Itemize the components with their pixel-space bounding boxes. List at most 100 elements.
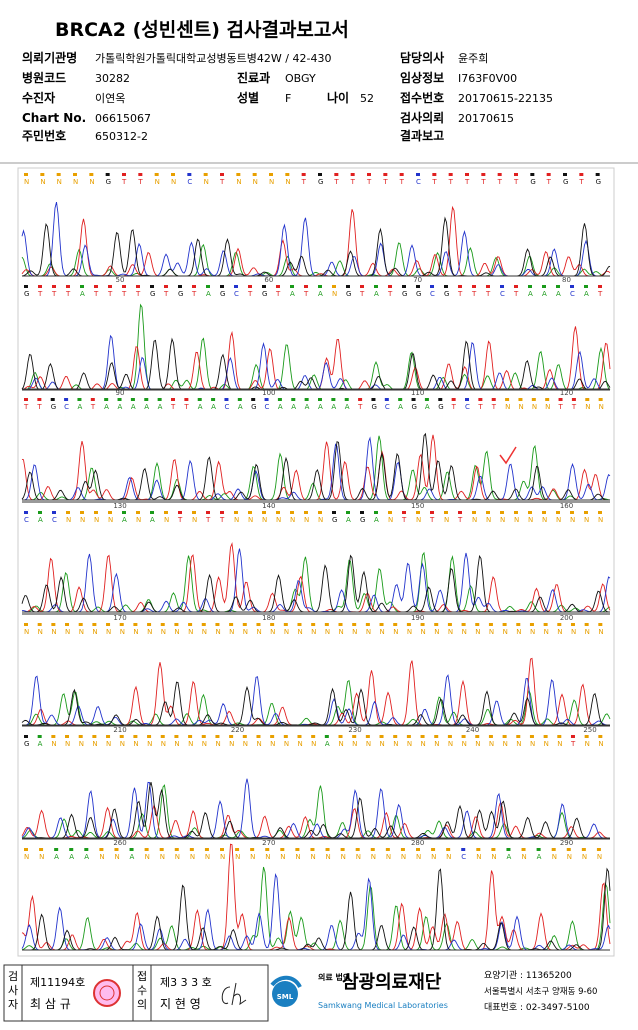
quality-bar bbox=[598, 398, 603, 401]
position-label: 220 bbox=[231, 726, 244, 734]
quality-bar bbox=[374, 285, 378, 288]
base: N bbox=[188, 628, 193, 636]
base: A bbox=[69, 853, 74, 861]
quality-bar bbox=[458, 511, 462, 514]
base: A bbox=[506, 853, 511, 861]
base: N bbox=[188, 740, 193, 748]
base: T bbox=[513, 178, 519, 186]
quality-bar bbox=[542, 285, 546, 288]
base: N bbox=[505, 403, 510, 411]
field-value: 650312-2 bbox=[95, 130, 148, 143]
quality-bar bbox=[545, 398, 550, 401]
base: G bbox=[412, 403, 417, 411]
base: N bbox=[366, 628, 371, 636]
base: G bbox=[438, 403, 443, 411]
quality-bar bbox=[542, 511, 546, 514]
quality-bar bbox=[310, 848, 315, 851]
quality-bar bbox=[90, 398, 95, 401]
quality-bar bbox=[571, 398, 576, 401]
quality-bar bbox=[220, 285, 224, 288]
quality-bar bbox=[420, 623, 425, 626]
base: C bbox=[24, 516, 29, 524]
quality-bar bbox=[52, 511, 56, 514]
base: N bbox=[598, 516, 603, 524]
base: N bbox=[174, 740, 179, 748]
base: N bbox=[388, 516, 393, 524]
char: 접 bbox=[137, 970, 147, 983]
quality-bar bbox=[491, 398, 496, 401]
quality-bar bbox=[277, 398, 282, 401]
signer-name: 최 삼 규 bbox=[30, 997, 71, 1011]
base: T bbox=[36, 403, 42, 411]
field-value: 20170615 bbox=[458, 112, 514, 125]
quality-bar bbox=[528, 511, 532, 514]
base: G bbox=[444, 290, 449, 298]
quality-bar bbox=[516, 623, 521, 626]
quality-bar bbox=[500, 511, 504, 514]
quality-bar bbox=[203, 173, 208, 176]
quality-bar bbox=[379, 623, 384, 626]
base: N bbox=[489, 628, 494, 636]
char: 의 bbox=[137, 998, 147, 1011]
base: N bbox=[133, 628, 138, 636]
base: N bbox=[325, 628, 330, 636]
base: C bbox=[64, 403, 69, 411]
quality-bar bbox=[64, 398, 69, 401]
quality-bar bbox=[332, 511, 336, 514]
quality-bar bbox=[324, 735, 329, 738]
quality-bar bbox=[138, 173, 143, 176]
quality-bar bbox=[500, 285, 504, 288]
quality-bar bbox=[514, 173, 518, 176]
base: T bbox=[359, 290, 365, 298]
quality-bar bbox=[476, 848, 481, 851]
quality-bar bbox=[352, 623, 357, 626]
base: C bbox=[265, 403, 270, 411]
position-label: 160 bbox=[560, 502, 573, 510]
quality-bar bbox=[206, 285, 210, 288]
base: N bbox=[65, 740, 70, 748]
quality-bar bbox=[174, 735, 179, 738]
base: A bbox=[122, 516, 127, 524]
position-label: 70 bbox=[413, 276, 422, 284]
quality-bar bbox=[581, 848, 586, 851]
quality-bar bbox=[92, 735, 97, 738]
field-value: 30282 bbox=[95, 72, 130, 85]
base: N bbox=[79, 740, 84, 748]
base: N bbox=[236, 178, 241, 186]
quality-bar bbox=[248, 285, 252, 288]
base: N bbox=[190, 853, 195, 861]
base: N bbox=[164, 516, 169, 524]
quality-bar bbox=[37, 735, 42, 738]
base: N bbox=[297, 740, 302, 748]
base: N bbox=[503, 740, 508, 748]
base: G bbox=[24, 740, 29, 748]
position-label: 290 bbox=[560, 839, 573, 847]
trace bbox=[21, 681, 610, 726]
base: G bbox=[416, 290, 421, 298]
base: T bbox=[37, 290, 43, 298]
quality-bar bbox=[65, 623, 70, 626]
base: N bbox=[532, 403, 537, 411]
base: G bbox=[220, 290, 225, 298]
base: T bbox=[451, 403, 457, 411]
quality-bar bbox=[346, 511, 350, 514]
quality-bar bbox=[99, 848, 104, 851]
base: C bbox=[416, 178, 421, 186]
base: N bbox=[318, 516, 323, 524]
quality-bar bbox=[144, 848, 149, 851]
quality-bar bbox=[301, 173, 306, 176]
quality-bar bbox=[211, 398, 216, 401]
base: N bbox=[161, 740, 166, 748]
base: T bbox=[93, 290, 99, 298]
quality-bar bbox=[54, 848, 59, 851]
position-label: 100 bbox=[262, 389, 275, 397]
quality-bar bbox=[133, 623, 138, 626]
base: N bbox=[276, 516, 281, 524]
base: N bbox=[270, 740, 275, 748]
base: A bbox=[150, 516, 155, 524]
